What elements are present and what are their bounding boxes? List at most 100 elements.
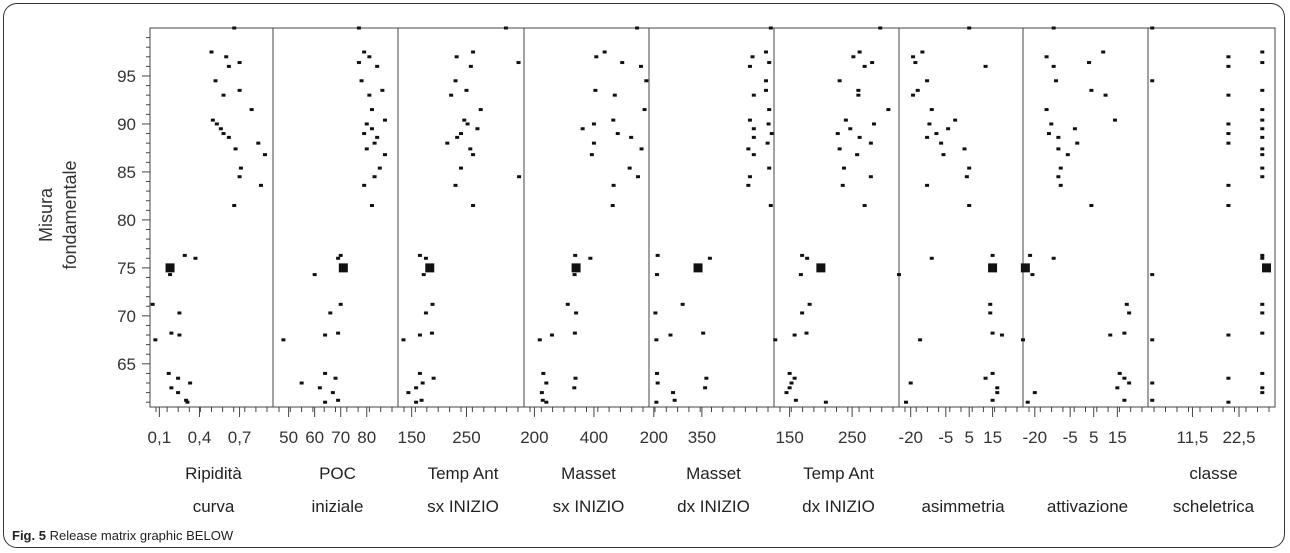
- panel-variable-label: sx INIZIO: [427, 497, 499, 516]
- scatter-panel: 150 250 Temp Ant dx INIZIO: [773, 26, 900, 516]
- data-point: [805, 256, 810, 260]
- data-point: [654, 338, 659, 342]
- data-point: [516, 61, 521, 65]
- data-point: [323, 400, 328, 404]
- data-point: [544, 400, 549, 404]
- data-point: [565, 302, 570, 306]
- panel-variable-label: curva: [193, 497, 235, 516]
- data-point: [792, 333, 797, 337]
- data-point: [610, 204, 615, 208]
- data-point: [655, 253, 660, 257]
- data-point: [1260, 108, 1265, 112]
- data-point: [367, 93, 372, 97]
- data-point: [375, 135, 380, 139]
- data-point: [1150, 398, 1155, 402]
- data-point: [1150, 273, 1155, 277]
- data-point: [840, 183, 845, 187]
- data-point: [639, 147, 644, 151]
- data-point: [668, 333, 673, 337]
- data-point: [369, 204, 374, 208]
- data-point: [372, 141, 377, 145]
- data-point: [214, 122, 219, 126]
- data-point: [1021, 338, 1025, 342]
- data-point: [593, 88, 598, 92]
- x-tick-label: -5: [1063, 428, 1078, 447]
- data-point: [988, 302, 993, 306]
- data-point: [455, 135, 460, 139]
- data-point: [475, 127, 480, 131]
- data-point: [182, 253, 187, 257]
- data-point: [221, 132, 226, 136]
- x-tick-label: 80: [357, 428, 376, 447]
- data-point: [336, 398, 341, 402]
- panel-variable-label: dx INIZIO: [802, 497, 875, 516]
- x-tick-label: 22,5: [1222, 428, 1255, 447]
- data-point: [1127, 311, 1132, 315]
- y-tick-label: 70: [117, 307, 136, 326]
- data-point: [999, 333, 1004, 337]
- data-point: [925, 79, 930, 83]
- y-tick-label: 95: [117, 67, 136, 86]
- data-point: [983, 64, 988, 68]
- x-tick-label: 150: [398, 428, 426, 447]
- data-point: [851, 55, 856, 59]
- data-point: [862, 64, 867, 68]
- data-point: [591, 141, 596, 145]
- data-point: [767, 108, 772, 112]
- x-tick-label: 350: [688, 428, 716, 447]
- data-point: [929, 256, 934, 260]
- data-point: [237, 61, 242, 65]
- data-point: [375, 64, 380, 68]
- data-point: [1226, 55, 1231, 59]
- data-point: [176, 376, 181, 380]
- data-point: [468, 64, 473, 68]
- x-tick-label: 200: [520, 428, 548, 447]
- data-point: [1260, 135, 1265, 139]
- panel-border: [149, 27, 274, 408]
- data-point: [1260, 311, 1265, 315]
- x-tick-label: 150: [775, 428, 803, 447]
- data-point: [1122, 398, 1127, 402]
- data-point: [953, 118, 958, 122]
- data-point: [929, 108, 934, 112]
- y-axis-label-line-2: fondamentale: [60, 160, 80, 269]
- data-point: [572, 273, 577, 277]
- data-point: [459, 132, 463, 136]
- data-point: [1030, 273, 1035, 277]
- data-point: [591, 122, 596, 126]
- data-point: [856, 93, 861, 97]
- y-axis: 65 70 75 80 85 90 95: [117, 28, 151, 407]
- data-point: [258, 183, 263, 187]
- highlighted-data-point: [816, 263, 826, 273]
- data-point: [362, 50, 367, 54]
- data-point: [962, 147, 967, 151]
- data-point: [701, 331, 706, 335]
- data-point: [1108, 333, 1113, 337]
- data-point: [908, 381, 913, 385]
- x-tick-label: -20: [1023, 428, 1048, 447]
- panel-variable-label: classe: [1189, 464, 1237, 483]
- data-point: [210, 118, 215, 122]
- data-point: [995, 391, 1000, 395]
- data-point: [168, 273, 173, 277]
- data-point: [589, 153, 594, 157]
- data-point: [453, 79, 458, 83]
- data-point: [789, 381, 794, 385]
- data-point: [1150, 381, 1155, 385]
- panel-variable-label: dx INIZIO: [677, 497, 750, 516]
- data-point: [872, 122, 876, 126]
- data-point: [1051, 26, 1056, 30]
- data-point: [414, 400, 419, 404]
- data-point: [857, 135, 862, 139]
- data-point: [655, 381, 660, 385]
- data-point: [886, 108, 891, 112]
- data-point: [454, 55, 459, 59]
- data-point: [1025, 400, 1030, 404]
- data-point: [445, 141, 450, 145]
- data-point: [870, 61, 875, 65]
- data-point: [1046, 132, 1051, 136]
- x-tick-label: 250: [838, 428, 866, 447]
- data-point: [1028, 253, 1033, 257]
- figure-frame: [3, 3, 1285, 548]
